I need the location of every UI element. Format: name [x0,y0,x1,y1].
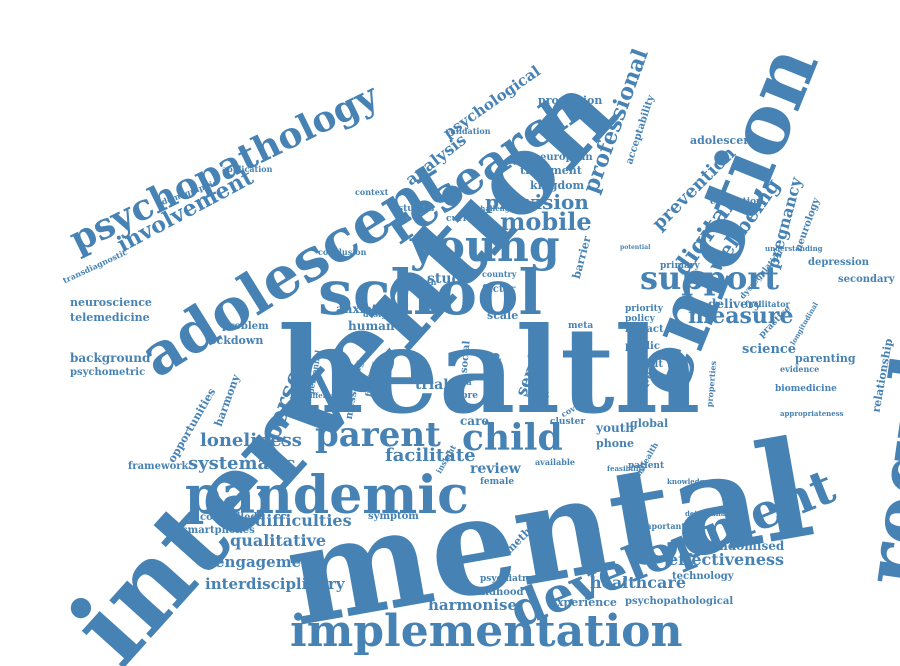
word-feasibility: feasibility [607,464,646,473]
word-application: application [222,164,273,174]
word-engagement: engagement [215,553,319,571]
word-qualitative: qualitative [230,531,327,550]
word-regulation: regulation [845,126,900,592]
word-global: global [630,417,669,430]
word-meta: meta [568,321,594,331]
word-controlled: controlled [200,512,258,523]
word-appropriateness: appropriateness [780,409,844,418]
word-result: result [630,359,663,370]
word-scale: scale [487,309,519,322]
word-more: more [452,391,478,401]
word-provision: provision [485,190,589,214]
word-science: science [742,342,797,357]
word-difficulties: difficulties [255,511,352,530]
word-technology: technology [672,571,734,582]
word-pandemic: pandemic [185,465,469,526]
word-validation: validation [446,126,491,136]
word-anxiety: anxiety [336,302,385,316]
word-child: child [462,417,563,459]
word-challenge: challenge [476,204,515,213]
word-trial: trial [415,377,449,393]
word-phone: phone [596,437,635,450]
word-kingdom: kingdom [530,179,585,192]
word-interdisciplinary: interdisciplinary [205,575,345,593]
word-young: young [410,221,560,272]
word-symptom: symptom [368,511,419,522]
word-impact: impact [625,324,664,335]
word-depression: depression [808,257,869,268]
word-patient: patient [628,461,665,471]
word-important: important [640,521,686,531]
word-potential: potential [620,244,651,251]
word-telemedicine: telemedicine [70,311,150,324]
word-neuroscience: neuroscience [70,296,152,309]
word-primary: primary [660,261,700,271]
word-childhood: childhood [468,587,524,598]
word-randomised: randomised [705,539,785,553]
word-health: health [278,301,701,440]
word-facilitator: facilitator [745,299,790,309]
word-psychiatry: psychiatry [480,574,532,584]
word-determination: determination [685,509,742,518]
word-longitudinal: longitudinal [788,300,821,347]
word-human: human [348,319,395,333]
word-youth: youth [596,421,634,435]
word-knowledge: knowledge [667,477,709,486]
word-secondary: secondary [838,274,895,285]
word-systematic: systematic [188,453,296,474]
word-public: public [625,341,660,352]
word-experience: experience [550,596,617,609]
word-loneliness: loneliness [200,430,302,451]
word-cluster: cluster [550,417,586,427]
word-mobile: mobile [500,207,592,236]
word-understanding: understanding [765,244,823,253]
word-delivery: delivery [708,297,762,311]
word-adult: adult [526,389,550,399]
word-framework: framework [128,461,189,472]
word-psychometric: psychometric [70,367,146,378]
word-promotion: promotion [538,94,603,107]
word-current: current [446,214,484,224]
word-school: school [318,256,542,329]
word-barrier: barrier [569,234,594,281]
word-healthcare: healthcare [590,573,686,592]
word-strength: strength [398,277,437,287]
word-parent: parent [315,415,441,455]
word-context: context [355,187,389,197]
word-review: review [470,461,521,477]
word-factor: factor [482,284,516,295]
word-lockdown: lockdown [205,334,264,347]
word-different: different [305,391,340,400]
word-facilitate: facilitate [385,445,476,466]
word-evidence: evidence [780,364,820,374]
word-harmonise: harmonise [428,596,517,614]
word-available: available [535,457,575,467]
word-measure: measure [688,303,794,329]
word-biomedicine: biomedicine [775,384,837,394]
word-adolescence: adolescence [690,134,765,147]
word-policy: policy [625,314,655,324]
word-treatment: treatment [520,164,582,177]
word-female: female [480,477,515,487]
word-country: country [482,269,517,279]
word-conclusion: conclusion [318,247,367,257]
word-smartphones: smartphones [182,525,255,536]
word-problem: problem [222,321,269,332]
word-evaluation: evaluation [710,197,763,207]
word-psychopathological: psychopathological [625,596,734,607]
word-data: data [452,377,472,387]
word-care: care [460,414,490,428]
word-studies: studies [398,204,435,214]
word-design: design [363,309,393,319]
word-effectiveness: effectiveness [668,550,785,569]
word-priority: priority [625,304,664,314]
word-support: support [640,259,780,297]
word-background: background [70,351,151,365]
word-european: european [540,152,593,163]
word-implementation: implementation [290,606,683,657]
word-properties: properties [704,360,719,408]
word-parenting: parenting [795,352,856,365]
word-study: study [427,271,470,287]
